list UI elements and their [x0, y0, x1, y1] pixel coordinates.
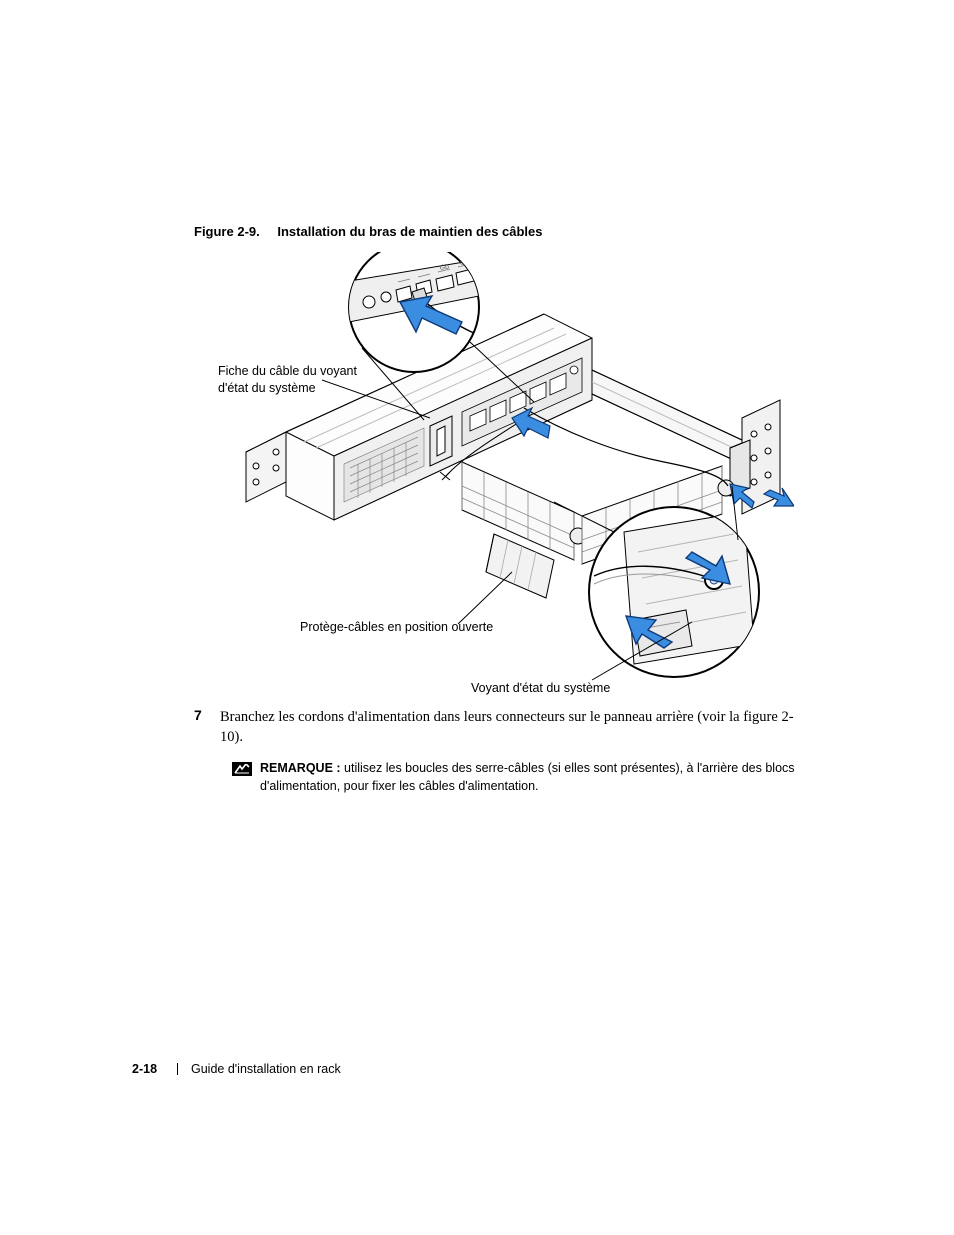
document-page: Figure 2-9. Installation du bras de main… — [0, 0, 954, 1235]
note-icon — [232, 762, 252, 776]
page-number: 2-18 — [132, 1062, 157, 1076]
note-label: REMARQUE : — [260, 761, 341, 775]
callout-cable-cover: Protège-câbles en position ouverte — [300, 619, 540, 636]
note-text: REMARQUE : utilisez les boucles des serr… — [260, 760, 802, 795]
step-number: 7 — [194, 707, 202, 723]
footer-separator — [177, 1063, 178, 1075]
page-footer: 2-18 Guide d'installation en rack — [132, 1062, 341, 1077]
doc-title: Guide d'installation en rack — [191, 1062, 341, 1076]
note-body: utilisez les boucles des serre-câbles (s… — [260, 761, 795, 793]
callout-status-led: Voyant d'état du système — [471, 680, 671, 697]
figure-number: Figure 2-9. — [194, 224, 260, 239]
note-block: REMARQUE : utilisez les boucles des serr… — [232, 760, 802, 795]
step-text: Branchez les cordons d'alimentation dans… — [220, 707, 802, 748]
figure-title: Installation du bras de maintien des câb… — [277, 224, 542, 239]
instruction-step: 7 Branchez les cordons d'alimentation da… — [194, 707, 802, 748]
figure-caption: Figure 2-9. Installation du bras de main… — [194, 224, 543, 239]
callout-cable-plug: Fiche du câble du voyant d'état du systè… — [218, 363, 358, 397]
